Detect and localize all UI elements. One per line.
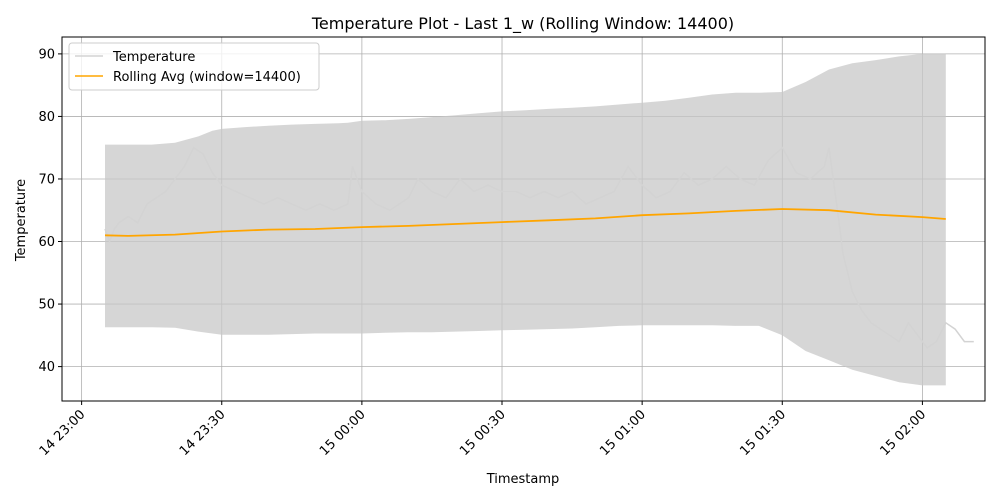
x-tick-label: 15 00:00 <box>317 407 369 459</box>
y-tick-label: 70 <box>38 172 55 187</box>
chart-title: Temperature Plot - Last 1_w (Rolling Win… <box>311 14 734 34</box>
y-axis-label: Temperature <box>14 179 29 262</box>
legend-box <box>68 42 320 91</box>
y-tick-label: 50 <box>38 298 55 313</box>
min-max-band <box>105 53 946 386</box>
legend-label-rolling-avg: Rolling Avg (window=14400) <box>113 70 301 85</box>
x-axis-ticks: 14 23:00 14 23:30 15 00:00 15 00:30 15 01:00… <box>37 401 930 459</box>
legend-label-temperature: Temperature <box>112 50 195 65</box>
x-tick-label: 14 23:00 <box>37 407 89 459</box>
rolling-avg-line <box>104 208 946 237</box>
x-tick-label: 14 23:30 <box>177 407 229 459</box>
x-axis-label: Timestamp <box>486 472 560 487</box>
y-tick-label: 60 <box>38 235 55 250</box>
y-tick-label: 80 <box>38 110 55 125</box>
plot-area <box>62 37 985 401</box>
y-tick-label: 90 <box>38 47 55 62</box>
x-tick-label: 15 02:00 <box>878 407 930 459</box>
x-tick-label: 15 01:00 <box>597 407 649 459</box>
y-axis-ticks: 40 50 60 70 80 90 <box>38 47 62 375</box>
temperature-line <box>104 146 974 349</box>
legend: Temperature Rolling Avg (window=14400) <box>68 42 320 91</box>
y-tick-label: 40 <box>38 360 55 375</box>
plot-frame <box>61 36 986 402</box>
x-tick-label: 15 01:30 <box>737 407 789 459</box>
x-tick-label: 15 00:30 <box>457 407 509 459</box>
